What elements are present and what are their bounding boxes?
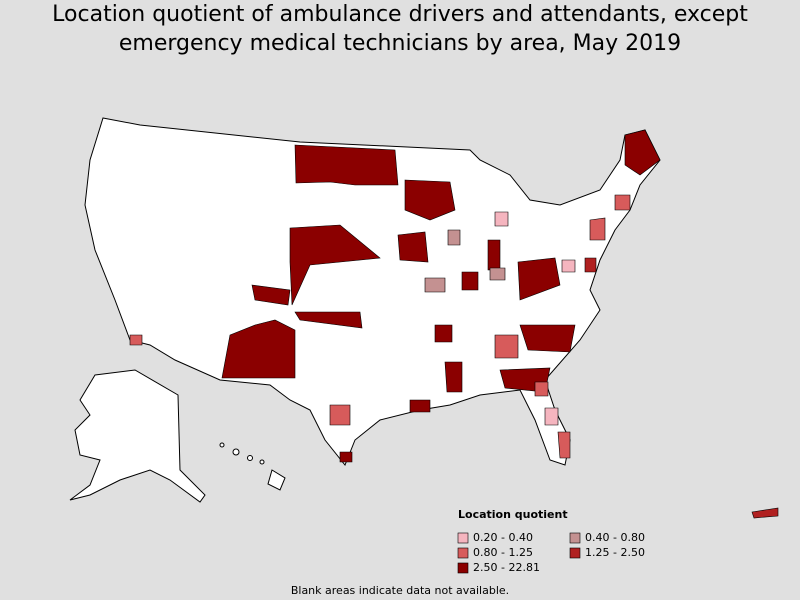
area: [129, 334, 143, 346]
area: [339, 451, 353, 463]
area: [329, 404, 351, 426]
legend-label: 2.50 - 22.81: [473, 561, 540, 574]
area: [294, 311, 363, 329]
legend-label: 0.80 - 1.25: [473, 546, 533, 559]
alaska: [69, 369, 206, 503]
area: [289, 224, 381, 306]
puerto-rico: [751, 507, 779, 519]
area: [517, 257, 561, 301]
legend-swatch: [457, 562, 469, 574]
area: [404, 179, 456, 221]
legend-swatch: [569, 532, 581, 544]
area: [487, 239, 501, 271]
footnote: Blank areas indicate data not available.: [291, 584, 509, 597]
map-areas: [129, 129, 661, 463]
legend-swatch: [569, 547, 581, 559]
area: [544, 407, 559, 426]
area: [461, 271, 479, 291]
area: [397, 231, 429, 263]
hawaii: [219, 442, 286, 491]
area: [489, 267, 506, 281]
area: [251, 284, 291, 306]
area: [494, 211, 509, 227]
area: [614, 194, 631, 211]
area: [584, 257, 597, 273]
legend-label: 1.25 - 2.50: [585, 546, 645, 559]
area: [409, 399, 431, 413]
legend-title: Location quotient: [458, 508, 568, 521]
area: [444, 361, 463, 393]
area: [519, 324, 576, 353]
area: [221, 319, 296, 379]
area: [294, 144, 399, 186]
area: [624, 129, 661, 176]
area: [557, 431, 571, 459]
area: [561, 259, 576, 273]
area: [494, 334, 519, 359]
area: [534, 381, 549, 397]
title: Location quotient of ambulance drivers a…: [52, 2, 748, 56]
area: [589, 217, 606, 241]
area: [447, 229, 461, 246]
legend-swatch: [457, 532, 469, 544]
area: [434, 324, 453, 343]
legend-label: 0.20 - 0.40: [473, 531, 533, 544]
legend-swatch: [457, 547, 469, 559]
area: [424, 277, 446, 293]
legend-label: 0.40 - 0.80: [585, 531, 645, 544]
